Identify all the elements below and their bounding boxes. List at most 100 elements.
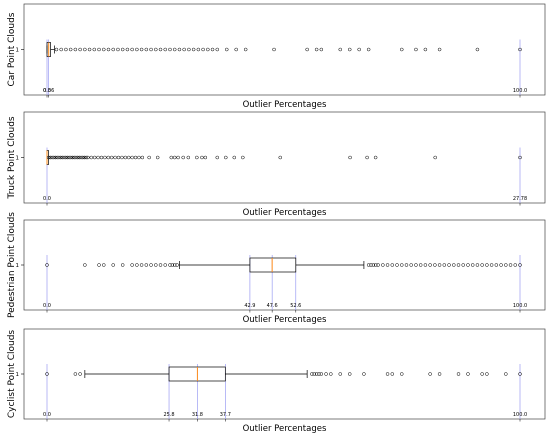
outlier-point — [348, 155, 352, 160]
outlier-point — [168, 47, 172, 52]
outlier-point — [437, 372, 442, 376]
outlier-point — [135, 47, 139, 52]
x-tick-label: 47.6 — [267, 303, 278, 309]
outlier-point — [52, 155, 56, 160]
outlier-point — [200, 155, 204, 160]
outlier-point — [385, 372, 390, 376]
outlier-point — [135, 263, 139, 267]
outlier-point — [109, 155, 114, 160]
outlier-point — [437, 263, 442, 267]
outlier-point — [385, 263, 390, 267]
outlier-point — [234, 47, 238, 52]
outlier-point — [466, 372, 470, 376]
y-axis-label: Cyclist Point Clouds — [7, 330, 17, 419]
outlier-point — [50, 155, 54, 160]
outlier-point — [168, 263, 172, 267]
outlier-point — [176, 155, 180, 160]
outlier-point — [83, 47, 87, 52]
outlier-point — [133, 155, 138, 160]
outlier-point — [89, 155, 94, 160]
plot-frame — [23, 219, 546, 311]
outlier-point — [423, 263, 428, 267]
outlier-point — [499, 263, 503, 267]
outlier-point — [169, 155, 174, 160]
y-axis-label: Car Point Clouds — [7, 12, 17, 86]
x-tick-label: 0.0 — [43, 412, 51, 418]
outlier-point — [475, 47, 480, 52]
outlier-point — [144, 263, 149, 267]
outlier-point — [130, 155, 134, 160]
plot-frame — [23, 111, 546, 204]
outlier-point — [414, 47, 418, 52]
outlier-point — [442, 263, 447, 267]
outlier-point — [347, 372, 352, 376]
x-axis-label: Outlier Percentages — [243, 315, 327, 325]
outlier-point — [172, 47, 177, 52]
outlier-point — [137, 155, 141, 160]
outlier-point — [224, 47, 229, 52]
outlier-point — [329, 372, 333, 376]
outlier-point — [437, 47, 442, 52]
outlier-point — [224, 155, 228, 160]
outlier-point — [400, 47, 404, 52]
outlier-point — [456, 372, 461, 376]
outlier-point — [58, 155, 63, 160]
outlier-point — [63, 155, 68, 160]
outlier-point — [83, 263, 87, 267]
outlier-point — [60, 155, 65, 160]
outlier-point — [78, 47, 82, 52]
x-tick-label: 0.36 — [43, 88, 54, 94]
outlier-point — [154, 47, 158, 52]
outlier-point — [158, 263, 163, 267]
outlier-point — [215, 155, 220, 160]
outlier-point — [196, 47, 201, 52]
outlier-point — [366, 263, 371, 267]
outlier-point — [305, 47, 309, 52]
outlier-point — [140, 155, 145, 160]
outlier-point — [55, 155, 59, 160]
x-tick-label: 27.78 — [513, 196, 527, 202]
outlier-point — [400, 372, 404, 376]
x-tick-label: 52.6 — [290, 303, 301, 309]
outlier-point — [395, 263, 399, 267]
outlier-point — [433, 263, 437, 267]
outlier-point — [418, 263, 423, 267]
outlier-point — [92, 47, 97, 52]
outlier-point — [70, 155, 75, 160]
outlier-point — [45, 263, 49, 267]
outlier-point — [485, 263, 489, 267]
outlier-point — [72, 155, 76, 160]
outlier-point — [452, 263, 456, 267]
outlier-point — [428, 263, 432, 267]
outlier-point — [103, 155, 107, 160]
outlier-point — [314, 47, 319, 52]
outlier-point — [120, 155, 124, 160]
outlier-point — [470, 263, 475, 267]
outlier-point — [102, 263, 106, 267]
outlier-point — [390, 372, 395, 376]
outlier-point — [78, 372, 82, 376]
outlier-point — [433, 155, 437, 160]
outlier-point — [317, 372, 321, 376]
outlier-point — [53, 155, 58, 160]
outlier-point — [97, 263, 101, 267]
outlier-point — [64, 47, 68, 52]
x-tick-label: 0.0 — [43, 303, 51, 309]
outlier-point — [518, 47, 522, 52]
outlier-point — [447, 263, 451, 267]
y-axis-label: Pedestrian Point Clouds — [7, 212, 17, 318]
outlier-point — [201, 47, 205, 52]
outlier-point — [480, 372, 484, 376]
outlier-point — [278, 155, 283, 160]
outlier-point — [54, 47, 59, 52]
outlier-point — [154, 263, 158, 267]
outlier-point — [373, 155, 378, 160]
outlier-point — [466, 263, 470, 267]
outlier-point — [175, 263, 179, 267]
outlier-point — [461, 263, 465, 267]
outlier-point — [381, 263, 385, 267]
